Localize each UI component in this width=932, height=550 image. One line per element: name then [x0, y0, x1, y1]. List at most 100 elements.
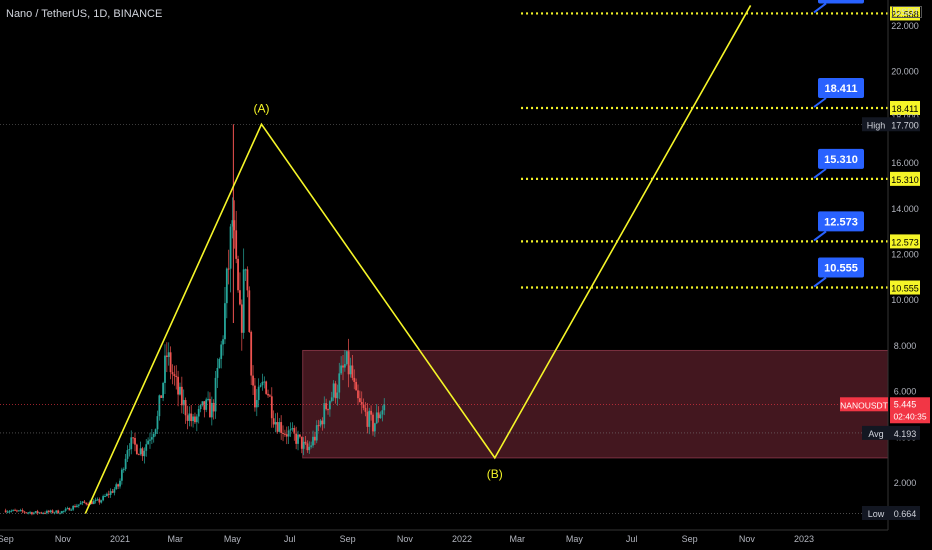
wave-label-b: (B) — [487, 467, 503, 481]
candle-body — [340, 365, 343, 374]
candle-body — [132, 437, 135, 439]
candle-body — [332, 383, 335, 398]
current-price-value: 5.445 — [894, 399, 917, 409]
candle-body — [373, 423, 376, 432]
target-levels-layer: 22.54922.58818.41118.41115.31015.31012.5… — [521, 0, 920, 295]
candle-body — [192, 416, 194, 422]
candle-body — [246, 269, 249, 291]
candle-body — [218, 358, 221, 368]
candle-body — [338, 373, 341, 393]
candle-body — [179, 386, 181, 395]
candle-body — [162, 382, 165, 398]
candle-body — [4, 510, 7, 513]
candle-body — [240, 304, 243, 333]
y-tick-label: 14.000 — [891, 204, 919, 214]
y-tick-label: 16.000 — [891, 158, 919, 168]
candle-body — [124, 458, 127, 470]
candle-body — [137, 454, 140, 456]
target-label-text: 15.310 — [824, 154, 858, 166]
candle-body — [150, 437, 153, 440]
candle-body — [135, 444, 138, 455]
candle-body — [375, 412, 378, 424]
candle-body — [330, 397, 333, 402]
x-tick-label: Sep — [0, 534, 14, 544]
low-value: 0.664 — [894, 509, 917, 519]
candle-body — [175, 375, 178, 377]
candle-body — [184, 400, 187, 416]
low-value-box — [890, 506, 920, 520]
candle-body — [12, 509, 15, 511]
axis-level-box — [890, 101, 920, 116]
candle-body — [126, 450, 129, 459]
candle-body — [381, 410, 384, 415]
candle-body — [325, 403, 328, 410]
x-tick-label: Jul — [626, 534, 638, 544]
candle-body — [280, 422, 283, 434]
candle-body — [104, 496, 106, 498]
candle-body — [53, 512, 56, 514]
axis-level-box — [890, 6, 920, 21]
candle-body — [119, 480, 121, 487]
y-tick-label: 20.000 — [891, 67, 919, 77]
candle-body — [302, 441, 305, 449]
candle-body — [57, 510, 60, 514]
candle-body — [366, 411, 369, 427]
candle-body — [180, 386, 183, 406]
candle-body — [300, 436, 303, 449]
y-axis: 2.0004.0006.0008.00010.00012.00014.00016… — [840, 0, 930, 530]
candle-body — [164, 355, 166, 383]
wave-pattern-layer: (A)(B)(C) — [84, 5, 752, 514]
candle-body — [147, 440, 150, 445]
candle-body — [105, 493, 108, 497]
candle-body — [122, 469, 125, 471]
axis-level-box — [890, 171, 920, 186]
candle-body — [85, 502, 88, 505]
candle-body — [360, 401, 363, 405]
candle-body — [31, 512, 33, 515]
target-label-box — [818, 148, 864, 169]
target-label-box — [818, 257, 864, 278]
candle-body — [90, 501, 93, 505]
candle-body — [383, 404, 386, 411]
candle-body — [336, 392, 339, 399]
current-price-countdown: 02:40:35 — [893, 411, 926, 421]
candle-body — [231, 220, 234, 227]
candle-body — [128, 449, 131, 451]
target-pointer — [813, 97, 827, 108]
low-label-box — [862, 506, 890, 520]
candle-body — [259, 385, 262, 387]
candle-body — [272, 418, 275, 425]
x-tick-label: Jul — [284, 534, 296, 544]
x-tick-label: Sep — [682, 534, 698, 544]
candle-body — [14, 509, 16, 511]
candle-body — [235, 230, 238, 259]
candle-body — [321, 420, 324, 425]
candle-body — [72, 505, 75, 510]
candle-body — [165, 355, 168, 358]
candle-body — [102, 496, 105, 501]
candle-body — [173, 374, 176, 376]
candle-body — [46, 510, 48, 514]
candle-body — [160, 395, 163, 398]
candle-body — [94, 499, 97, 502]
target-label-text: 10.555 — [824, 263, 858, 275]
wave-line — [84, 5, 752, 514]
candle-body — [347, 351, 350, 375]
candle-body — [250, 331, 253, 376]
candle-body — [377, 412, 380, 419]
candle-body — [364, 407, 367, 412]
avg-label-box — [862, 425, 890, 440]
candle-body — [254, 385, 256, 408]
candle-body — [212, 402, 215, 412]
candle-body — [111, 491, 114, 493]
candle-body — [282, 433, 284, 435]
candle-body — [287, 430, 290, 437]
current-symbol: NANOUSDT — [840, 400, 888, 410]
chart-title: Nano / TetherUS, 1D, BINANCE — [6, 8, 163, 20]
candle-body — [313, 436, 316, 441]
candle-body — [210, 402, 213, 418]
x-tick-label: Mar — [168, 534, 184, 544]
x-tick-label: 2022 — [452, 534, 472, 544]
